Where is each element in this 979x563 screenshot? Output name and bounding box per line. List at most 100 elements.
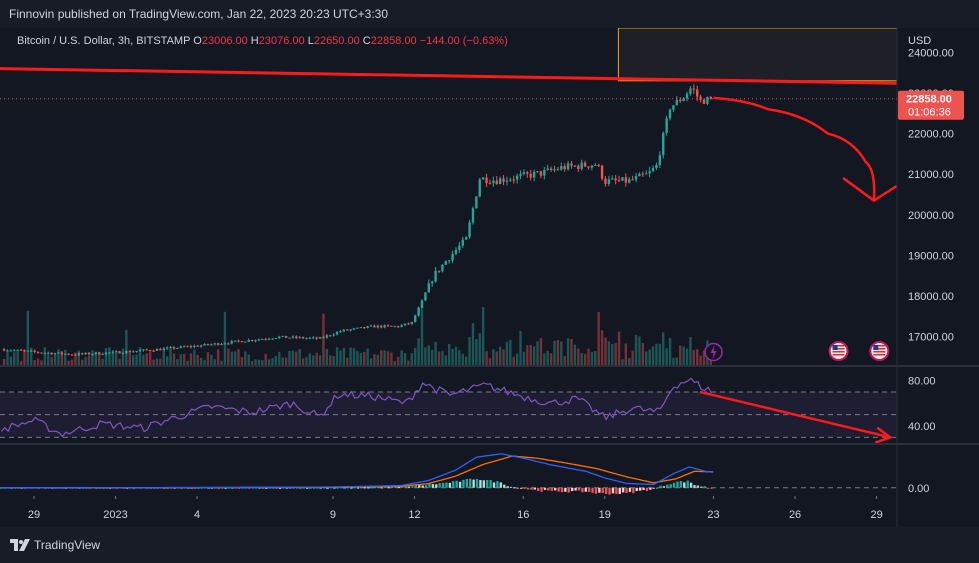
candle[interactable] (566, 160, 570, 171)
candle[interactable] (104, 352, 108, 355)
candle[interactable] (475, 196, 478, 209)
candle[interactable] (216, 342, 220, 346)
candle[interactable] (318, 336, 322, 339)
candle[interactable] (577, 164, 580, 172)
candle[interactable] (57, 352, 60, 354)
candle[interactable] (454, 247, 458, 256)
candle[interactable] (159, 347, 162, 351)
rsi-projected-line[interactable] (699, 390, 891, 439)
candle[interactable] (182, 345, 186, 348)
candle[interactable] (464, 236, 468, 240)
candle[interactable] (135, 350, 138, 353)
candle[interactable] (298, 336, 301, 339)
candle[interactable] (590, 165, 594, 171)
candle[interactable] (529, 169, 532, 181)
candle[interactable] (434, 266, 437, 283)
candle[interactable] (189, 344, 193, 349)
candle[interactable] (532, 169, 536, 182)
candle[interactable] (111, 350, 114, 354)
candle[interactable] (471, 206, 475, 225)
candle[interactable] (709, 95, 712, 100)
candle[interactable] (461, 236, 464, 248)
candle[interactable] (16, 349, 19, 351)
candle[interactable] (172, 346, 176, 350)
candle[interactable] (148, 349, 152, 352)
candle[interactable] (380, 325, 383, 329)
candle[interactable] (587, 166, 590, 170)
candle[interactable] (70, 353, 74, 356)
candle[interactable] (30, 349, 33, 352)
candle[interactable] (597, 163, 600, 168)
candle[interactable] (594, 162, 597, 166)
candle[interactable] (478, 177, 481, 198)
candle[interactable] (614, 175, 617, 185)
candle[interactable] (6, 349, 9, 352)
candle[interactable] (196, 344, 199, 347)
candle[interactable] (142, 349, 145, 352)
candle[interactable] (522, 169, 526, 176)
candle[interactable] (240, 340, 244, 343)
candle[interactable] (498, 176, 502, 185)
candle[interactable] (23, 349, 26, 353)
candle[interactable] (40, 352, 43, 354)
candle[interactable] (247, 338, 250, 342)
candle[interactable] (305, 337, 308, 340)
candle[interactable] (363, 327, 366, 330)
candle[interactable] (13, 349, 16, 352)
candle[interactable] (295, 335, 298, 340)
candle[interactable] (634, 173, 638, 183)
candle[interactable] (359, 327, 363, 329)
candle[interactable] (689, 86, 692, 96)
rsi-line[interactable] (0, 377, 713, 438)
candle[interactable] (176, 347, 179, 350)
candle[interactable] (271, 338, 274, 340)
candle[interactable] (441, 264, 444, 273)
candle[interactable] (9, 349, 13, 352)
ghost-box[interactable] (617, 28, 898, 82)
candle[interactable] (481, 176, 485, 180)
candle[interactable] (682, 97, 685, 102)
candle[interactable] (213, 342, 216, 346)
candle[interactable] (165, 346, 169, 350)
candle[interactable] (101, 352, 104, 356)
candle[interactable] (607, 175, 611, 187)
candle[interactable] (668, 108, 672, 121)
candle[interactable] (115, 350, 118, 353)
candle[interactable] (675, 96, 679, 106)
candle[interactable] (47, 351, 50, 355)
candle[interactable] (278, 335, 281, 339)
macd-signal-line[interactable] (1, 455, 714, 489)
candle[interactable] (549, 166, 553, 172)
candle[interactable] (138, 349, 142, 352)
candle[interactable] (193, 344, 196, 349)
candle[interactable] (600, 164, 604, 181)
candle[interactable] (349, 329, 352, 332)
candle[interactable] (237, 339, 240, 343)
candle[interactable] (373, 324, 376, 328)
candle[interactable] (264, 337, 267, 341)
candle[interactable] (301, 336, 305, 340)
candle[interactable] (519, 170, 522, 180)
candle[interactable] (390, 325, 393, 327)
candle[interactable] (257, 338, 261, 342)
candle[interactable] (233, 340, 237, 343)
candle[interactable] (560, 162, 563, 171)
candle[interactable] (203, 343, 206, 346)
candle[interactable] (526, 170, 529, 178)
projected-path[interactable] (713, 96, 876, 201)
candle[interactable] (447, 260, 451, 264)
candle[interactable] (369, 324, 373, 327)
candle[interactable] (397, 325, 400, 328)
candle[interactable] (335, 330, 339, 336)
candle[interactable] (431, 280, 434, 287)
candle[interactable] (162, 347, 165, 351)
candle[interactable] (495, 176, 498, 185)
candle[interactable] (132, 350, 135, 353)
candle[interactable] (81, 352, 84, 356)
candle[interactable] (91, 353, 94, 356)
candle[interactable] (155, 348, 159, 351)
candle[interactable] (386, 324, 390, 327)
candle[interactable] (468, 219, 471, 239)
candle[interactable] (624, 173, 628, 187)
